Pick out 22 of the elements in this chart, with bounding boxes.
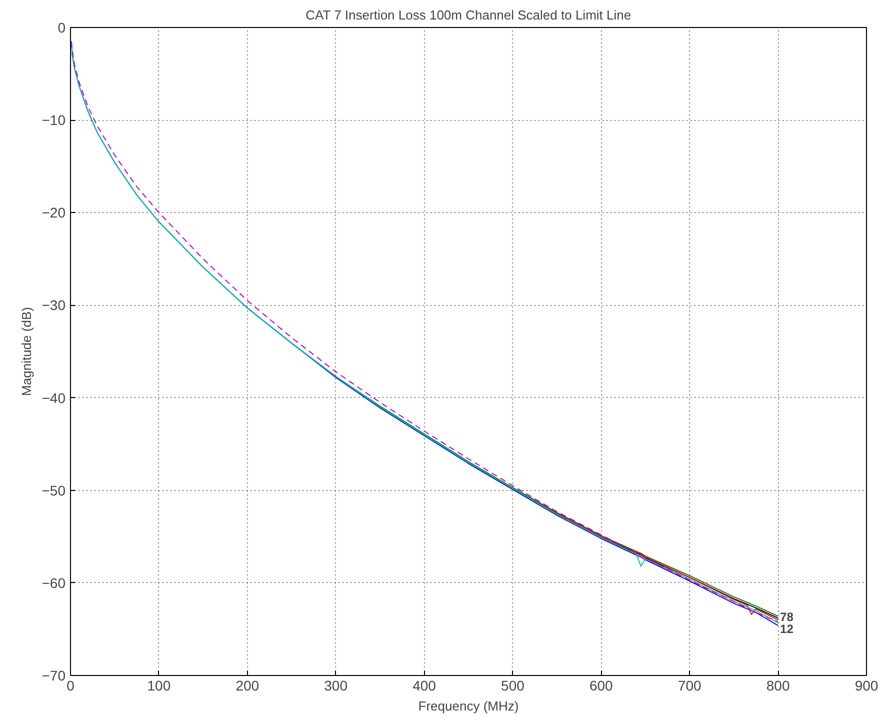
x-tick-label: 700	[678, 678, 702, 694]
x-tick-label: 600	[589, 678, 614, 694]
x-tick-label: 500	[501, 678, 525, 694]
y-tick-label: −20	[42, 204, 66, 221]
x-tick-label: 400	[412, 678, 436, 694]
y-tick-label: −10	[42, 112, 66, 128]
y-tick-label: 0	[58, 20, 66, 36]
x-tick-label: 900	[854, 678, 878, 694]
y-tick-label: −70	[42, 668, 66, 684]
y-tick-label: −50	[42, 482, 66, 498]
chart-title: CAT 7 Insertion Loss 100m Channel Scaled to Limit Line	[306, 8, 632, 22]
x-axis-title: Frequency (MHz)	[418, 698, 519, 714]
annotation: 12	[780, 622, 794, 636]
y-tick-label: −60	[42, 574, 66, 591]
annotation: 78	[780, 610, 794, 624]
x-tick-label: 100	[147, 678, 171, 694]
x-tick-label: 300	[324, 678, 348, 694]
x-tick-label: 800	[766, 678, 790, 694]
y-tick-label: −30	[42, 297, 66, 314]
y-tick-label: −40	[42, 390, 66, 406]
x-tick-label: 200	[236, 678, 260, 694]
y-axis-title: Magnitude (dB)	[18, 307, 34, 396]
